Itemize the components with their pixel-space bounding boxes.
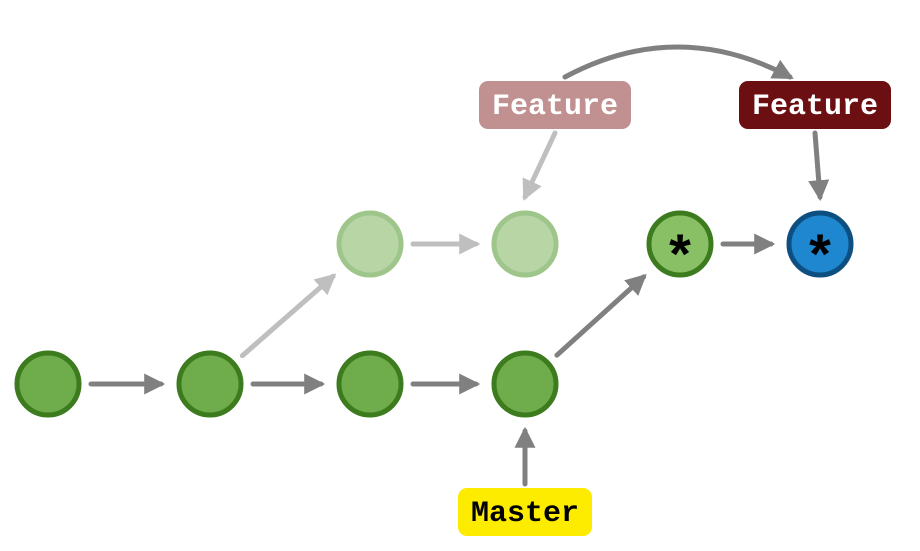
commit-node-f1g [339, 213, 401, 275]
git-rebase-diagram: * * Feature Feature Master [0, 0, 920, 551]
edge-c4-r1 [557, 277, 644, 355]
pointer-feature_new [815, 133, 820, 197]
branch-label-text-master: Master [471, 497, 579, 531]
edge-c2-f1g [242, 276, 333, 355]
commit-node-c2 [179, 353, 241, 415]
commit-node-f2g [494, 213, 556, 275]
pointer-feature_old [525, 133, 555, 197]
commit-node-c1 [17, 353, 79, 415]
branch-label-text-feature_new: Feature [752, 90, 878, 124]
branch-label-text-feature_old: Feature [492, 90, 618, 124]
commit-star-r2: * [803, 228, 837, 292]
commit-node-c3 [339, 353, 401, 415]
rebase-move-arrow [565, 47, 790, 77]
commit-star-r1: * [663, 228, 697, 292]
commit-node-c4 [494, 353, 556, 415]
